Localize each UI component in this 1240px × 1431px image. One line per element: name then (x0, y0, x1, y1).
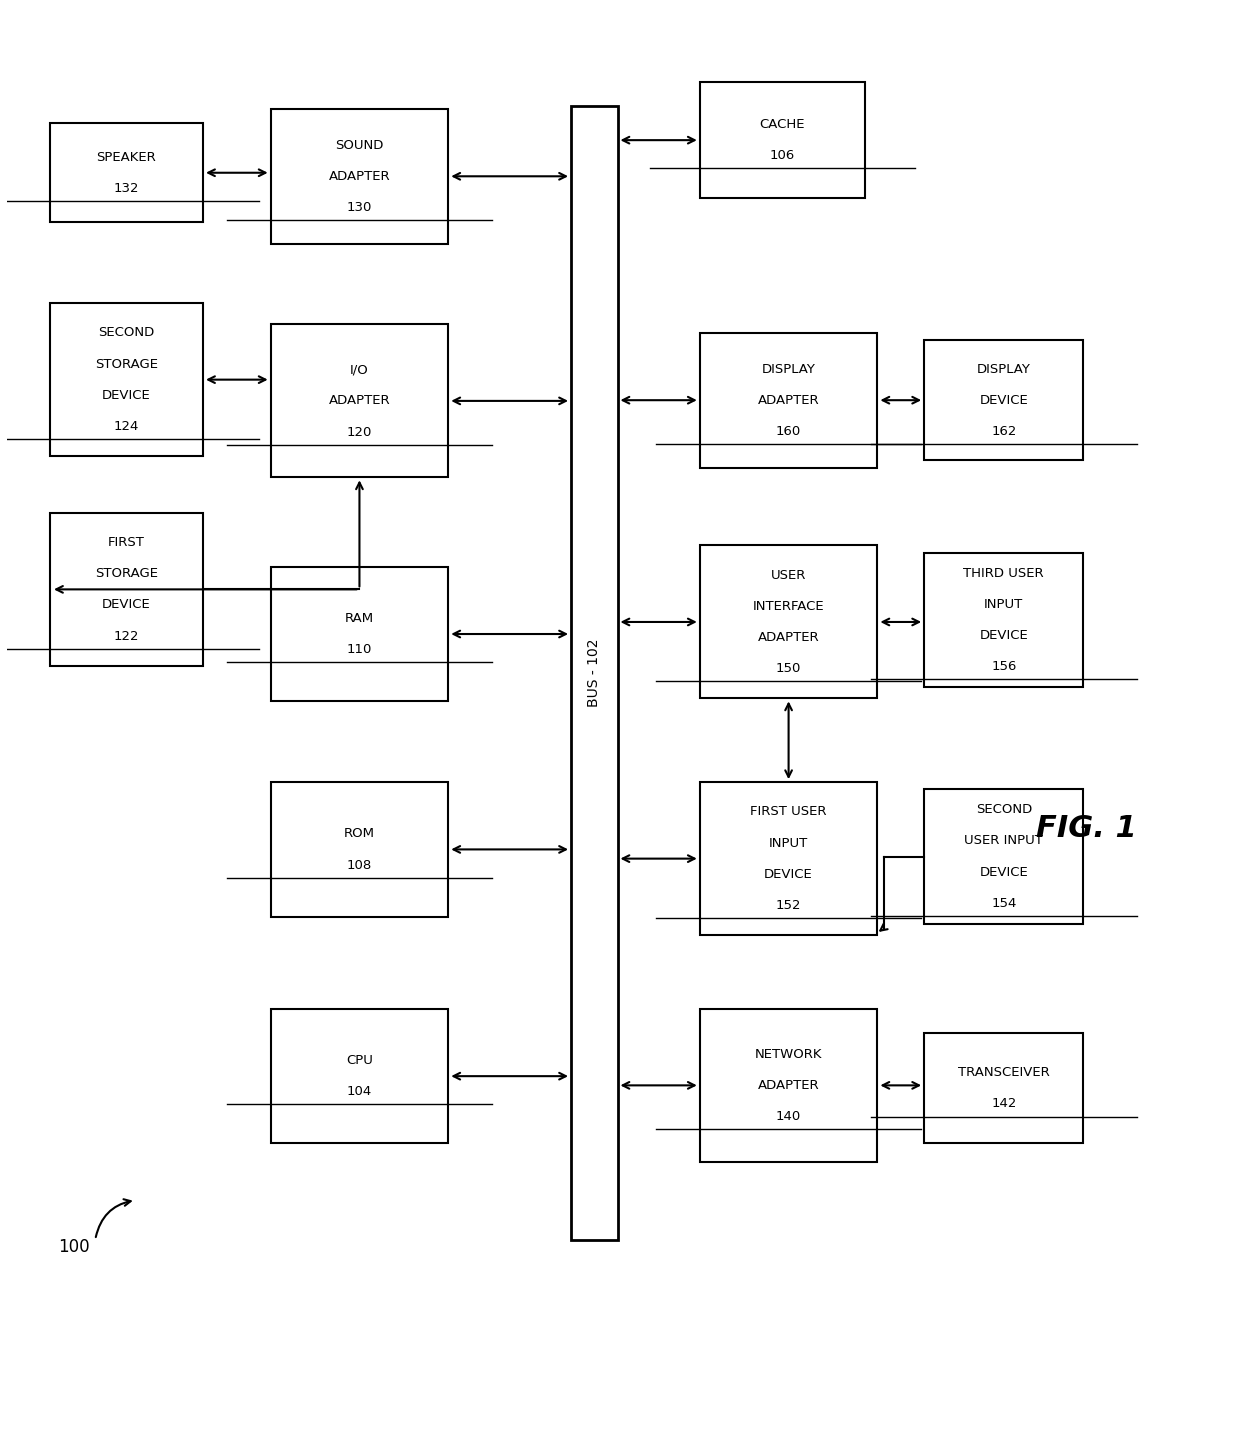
Text: ADAPTER: ADAPTER (329, 395, 391, 408)
Bar (570, 106, 618, 1239)
Bar (924, 552, 1084, 687)
Text: STORAGE: STORAGE (95, 567, 157, 581)
Text: USER: USER (771, 568, 806, 582)
Bar (699, 783, 878, 934)
Bar (270, 109, 449, 243)
Text: ADAPTER: ADAPTER (758, 394, 820, 406)
Text: ADAPTER: ADAPTER (329, 170, 391, 183)
Bar (924, 788, 1084, 924)
Text: CACHE: CACHE (760, 119, 805, 132)
Text: 104: 104 (347, 1085, 372, 1098)
Bar (699, 333, 878, 468)
Text: DISPLAY: DISPLAY (761, 362, 816, 375)
Text: 100: 100 (58, 1238, 91, 1256)
Text: 156: 156 (991, 660, 1017, 673)
Text: 124: 124 (114, 419, 139, 434)
Bar (270, 1009, 449, 1143)
Text: ADAPTER: ADAPTER (758, 1079, 820, 1092)
Text: INPUT: INPUT (985, 598, 1023, 611)
Text: 142: 142 (991, 1098, 1017, 1110)
Bar (270, 567, 449, 701)
Text: DEVICE: DEVICE (980, 394, 1028, 406)
Text: DISPLAY: DISPLAY (977, 362, 1030, 375)
Text: 130: 130 (347, 200, 372, 215)
Bar (50, 512, 203, 665)
Text: 150: 150 (776, 663, 801, 675)
Text: 122: 122 (114, 630, 139, 643)
Bar (50, 123, 203, 222)
Bar (270, 325, 449, 478)
Text: NETWORK: NETWORK (755, 1047, 822, 1060)
Text: USER INPUT: USER INPUT (965, 834, 1043, 847)
Text: 106: 106 (770, 149, 795, 162)
Text: SECOND: SECOND (98, 326, 155, 339)
Text: 108: 108 (347, 859, 372, 871)
Bar (699, 82, 866, 199)
Text: TRANSCEIVER: TRANSCEIVER (957, 1066, 1049, 1079)
Text: 110: 110 (347, 643, 372, 655)
Text: FIG. 1: FIG. 1 (1035, 814, 1136, 843)
Text: 152: 152 (776, 899, 801, 912)
Text: ROM: ROM (343, 827, 374, 840)
Text: FIRST USER: FIRST USER (750, 806, 827, 819)
Text: RAM: RAM (345, 612, 374, 625)
Bar (924, 341, 1084, 461)
Bar (270, 783, 449, 917)
Text: BUS - 102: BUS - 102 (588, 638, 601, 707)
Text: SECOND: SECOND (976, 803, 1032, 816)
Text: 154: 154 (991, 897, 1017, 910)
Text: DEVICE: DEVICE (764, 867, 813, 880)
Text: SOUND: SOUND (335, 139, 383, 152)
Text: 162: 162 (991, 425, 1017, 438)
Text: 120: 120 (347, 425, 372, 438)
Text: 132: 132 (114, 182, 139, 195)
Text: CPU: CPU (346, 1055, 373, 1068)
Text: INPUT: INPUT (769, 837, 808, 850)
Text: STORAGE: STORAGE (95, 358, 157, 371)
Bar (699, 545, 878, 698)
Text: 140: 140 (776, 1110, 801, 1123)
Text: I/O: I/O (350, 363, 368, 376)
Text: FIRST: FIRST (108, 537, 145, 550)
Text: DEVICE: DEVICE (980, 866, 1028, 879)
Text: DEVICE: DEVICE (980, 630, 1028, 643)
Bar (699, 1009, 878, 1162)
Text: DEVICE: DEVICE (102, 598, 151, 611)
Text: INTERFACE: INTERFACE (753, 600, 825, 612)
Text: SPEAKER: SPEAKER (97, 150, 156, 163)
Bar (50, 303, 203, 456)
Text: DEVICE: DEVICE (102, 389, 151, 402)
Text: 160: 160 (776, 425, 801, 438)
Text: ADAPTER: ADAPTER (758, 631, 820, 644)
Bar (924, 1033, 1084, 1143)
Text: THIRD USER: THIRD USER (963, 567, 1044, 580)
